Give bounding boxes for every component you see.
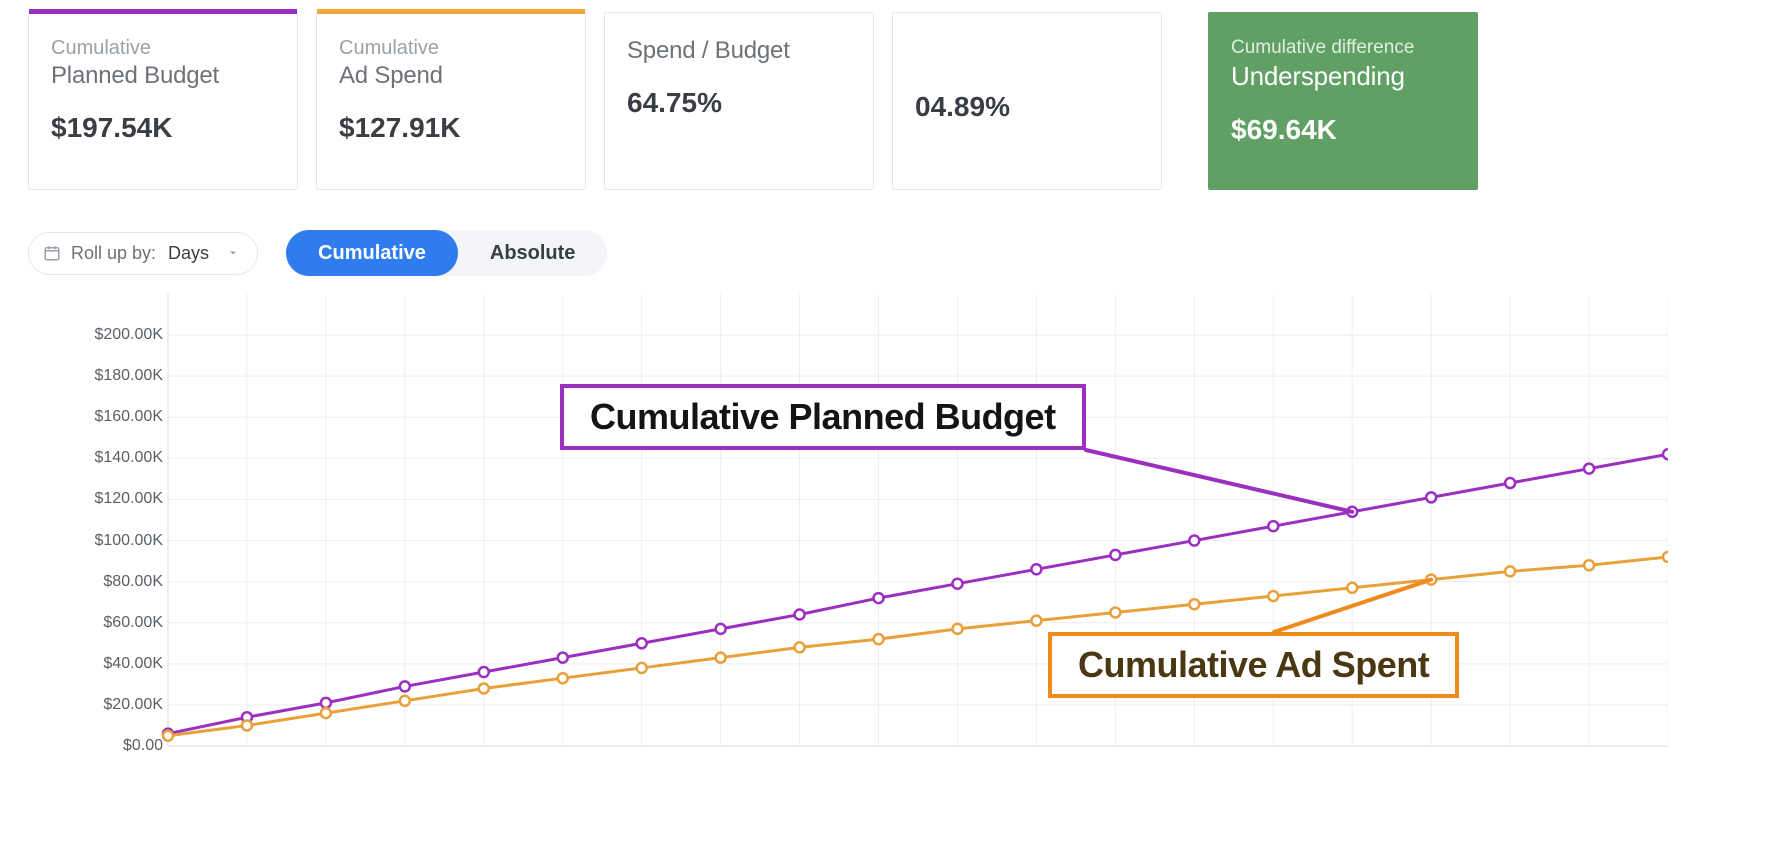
y-axis-tick-label: $80.00K — [103, 573, 163, 591]
calendar-icon — [43, 244, 61, 262]
card-title: Planned Budget — [51, 62, 275, 90]
card-value: 04.89% — [915, 91, 1139, 123]
segment-absolute[interactable]: Absolute — [458, 230, 608, 276]
spend-chart: $0.00 $20.00K $40.00K $60.00K $80.00K $100.00… — [28, 294, 1668, 764]
y-axis-tick-label: $100.00K — [94, 532, 163, 550]
y-axis-tick-label: $200.00K — [94, 326, 163, 344]
metric-card: Cumulative differenceUnderspending $69.64… — [1208, 12, 1478, 190]
rollup-selector[interactable]: Roll up by: Days — [28, 232, 258, 275]
card-value: $127.91K — [339, 112, 563, 144]
chart-callout: Cumulative Planned Budget — [560, 384, 1086, 450]
card-supertitle: Cumulative — [51, 37, 275, 60]
rollup-label: Roll up by: — [71, 243, 156, 264]
metric-card: CumulativeAd Spend $127.91K — [316, 12, 586, 190]
chart-callout: Cumulative Ad Spent — [1048, 632, 1459, 698]
y-axis-tick-label: $40.00K — [103, 655, 163, 673]
y-axis-tick-label: $60.00K — [103, 614, 163, 632]
metric-card: CumulativePlanned Budget $197.54K — [28, 12, 298, 190]
card-title: Ad Spend — [339, 62, 563, 90]
y-axis-tick-label: $180.00K — [94, 367, 163, 385]
metric-card: 04.89% — [892, 12, 1162, 190]
chevron-down-icon — [227, 243, 239, 264]
card-title: Underspending — [1231, 61, 1455, 92]
card-title: Spend / Budget — [627, 37, 851, 65]
card-supertitle: Cumulative difference — [1231, 37, 1455, 59]
card-value: $197.54K — [51, 112, 275, 144]
view-mode-toggle: CumulativeAbsolute — [286, 230, 607, 276]
rollup-value: Days — [168, 243, 209, 264]
card-value: 64.75% — [627, 87, 851, 119]
y-axis-tick-label: $160.00K — [94, 408, 163, 426]
card-supertitle: Cumulative — [339, 37, 563, 60]
card-value: $69.64K — [1231, 114, 1455, 146]
y-axis-tick-label: $140.00K — [94, 449, 163, 467]
y-axis-tick-label: $20.00K — [103, 696, 163, 714]
y-axis-tick-label: $120.00K — [94, 490, 163, 508]
y-axis-tick-label: $0.00 — [123, 737, 163, 755]
segment-cumulative[interactable]: Cumulative — [286, 230, 458, 276]
metric-card: Spend / Budget 64.75% — [604, 12, 874, 190]
